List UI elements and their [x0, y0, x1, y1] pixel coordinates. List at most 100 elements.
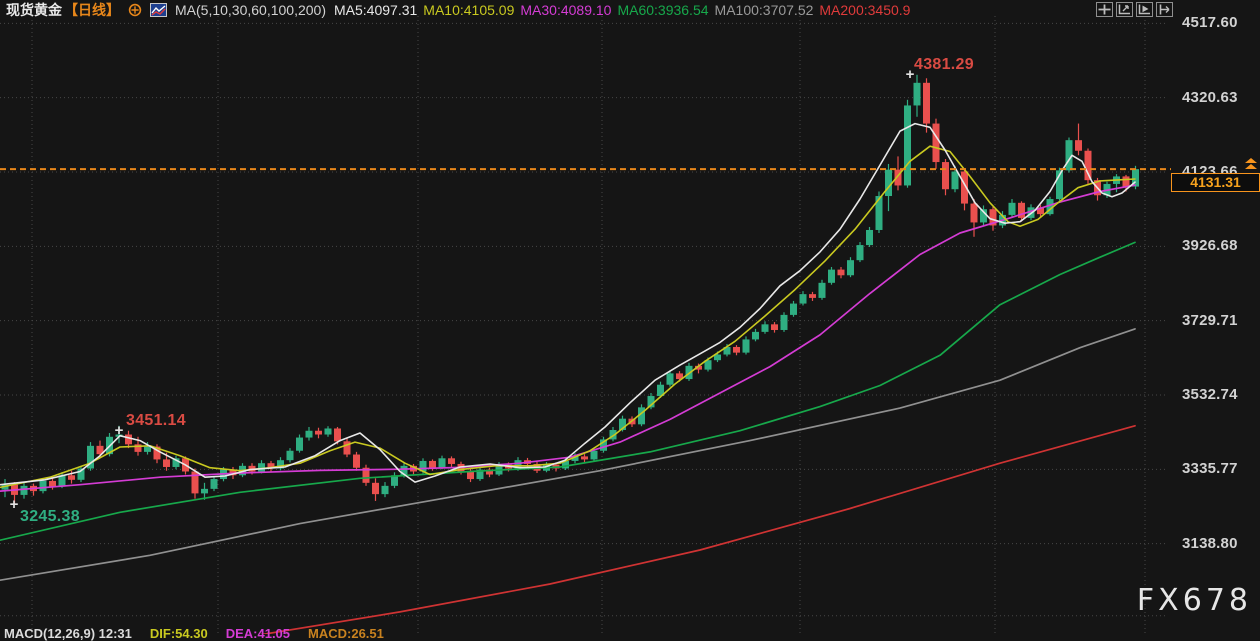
candle-body	[571, 456, 579, 461]
scale-axis-play-icon[interactable]	[1136, 2, 1153, 17]
price-axis-label[interactable]: 3532.74	[1182, 385, 1238, 403]
ma-line-ma5	[0, 122, 1136, 486]
candle-body	[894, 169, 902, 186]
candle-body	[1018, 202, 1025, 218]
candle-body	[305, 430, 313, 438]
price-axis-label[interactable]: 4517.60	[1182, 14, 1238, 32]
mini-chart-icon[interactable]	[150, 3, 167, 17]
price-axis-label[interactable]: 3335.77	[1182, 460, 1238, 478]
candle-body	[866, 229, 873, 246]
candle-body	[647, 396, 655, 408]
candle-body	[837, 269, 845, 276]
candle-body	[286, 450, 294, 461]
candle-body	[163, 459, 170, 467]
candle-body	[201, 488, 208, 494]
candle-body	[723, 346, 731, 355]
candle-body	[761, 324, 769, 332]
candle-body	[600, 439, 607, 451]
price-axis-label[interactable]: 3138.80	[1182, 534, 1238, 552]
candle-body	[191, 471, 199, 494]
candle-body	[942, 162, 949, 190]
candle-body	[391, 475, 398, 486]
candle-body	[951, 171, 959, 190]
candle-body	[448, 458, 455, 464]
candle-body	[476, 469, 484, 480]
move-crosshair-icon[interactable]	[1096, 2, 1113, 17]
candle-body	[638, 407, 645, 425]
candle-body	[1008, 202, 1016, 215]
candle-body	[809, 294, 816, 298]
candle-body	[39, 480, 47, 492]
goto-latest-icon[interactable]	[1156, 2, 1173, 17]
candle-body	[77, 468, 85, 480]
candle-body	[695, 365, 702, 370]
candle-body	[1132, 169, 1139, 187]
candle-body	[429, 460, 436, 468]
candle-body	[828, 269, 835, 283]
candle-body	[619, 418, 626, 430]
ma-legend: MA5:4097.31 MA10:4105.09 MA30:4089.10 MA60:…	[334, 2, 916, 18]
candle-body	[932, 123, 940, 163]
scale-axis-up-icon[interactable]	[1116, 2, 1133, 17]
candle-body	[590, 450, 598, 460]
timeframe-label[interactable]: 【日线】	[64, 2, 120, 18]
ma-group-label: MA(5,10,30,60,100,200)	[175, 2, 326, 18]
candle-body	[923, 82, 930, 124]
candle-body	[799, 294, 807, 304]
candle-body	[229, 469, 237, 476]
candle-body	[581, 456, 588, 460]
candle-body	[267, 463, 275, 469]
price-extreme-cross-marker: +	[905, 66, 915, 84]
candle-body	[904, 105, 911, 186]
candle-body	[818, 282, 826, 298]
candle-body	[277, 460, 284, 469]
candle-body	[68, 475, 75, 480]
candle-body	[372, 482, 379, 495]
candle-body	[362, 467, 370, 483]
candle-body	[381, 485, 389, 495]
price-axis-label[interactable]: 4320.63	[1182, 88, 1238, 106]
price-axis-label[interactable]: 3729.71	[1182, 311, 1238, 329]
candle-body	[961, 171, 968, 204]
candle-body	[334, 428, 341, 442]
ma-line-ma10	[0, 145, 1136, 489]
price-extreme-cross-marker: +	[9, 496, 19, 514]
candles	[1, 74, 1139, 504]
candle-body	[1056, 170, 1063, 200]
price-axis-label[interactable]: 3926.68	[1182, 237, 1238, 255]
candle-body	[438, 458, 446, 468]
ma-value-label: MA30:4089.10	[520, 2, 612, 18]
candle-body	[49, 480, 56, 487]
candle-body	[514, 460, 522, 469]
candle-body	[913, 82, 921, 106]
candle-body	[970, 203, 978, 223]
gridlines	[0, 16, 1168, 634]
ma-line-ma200	[259, 424, 1136, 634]
ma-value-label: MA60:3936.54	[617, 2, 709, 18]
candle-body	[400, 465, 408, 476]
candle-body	[856, 245, 864, 261]
candle-body	[153, 446, 161, 460]
price-alert-icon[interactable]	[1245, 158, 1257, 171]
target-plus-icon[interactable]	[128, 3, 142, 17]
candle-body	[752, 331, 759, 340]
candle-body	[324, 428, 332, 435]
chart-header: 现货黄金 【日线】 MA(5,10,30,60,100,200) MA5:409…	[6, 0, 916, 20]
candle-body	[210, 479, 218, 489]
candle-body	[172, 458, 180, 467]
candle-body	[58, 475, 66, 487]
candle-body	[676, 373, 683, 380]
ma-value-label: MA5:4097.31	[334, 2, 418, 18]
candle-body	[486, 469, 493, 475]
candle-body	[562, 460, 569, 469]
candle-body	[1084, 150, 1092, 181]
candle-body	[704, 360, 712, 370]
candle-body	[657, 384, 664, 397]
ma-value-label: MA100:3707.52	[714, 2, 814, 18]
candle-body	[258, 463, 265, 472]
candle-body	[885, 169, 892, 197]
candle-body	[125, 434, 132, 445]
price-extreme-label: 3245.38	[20, 508, 80, 525]
candle-body	[96, 445, 104, 455]
